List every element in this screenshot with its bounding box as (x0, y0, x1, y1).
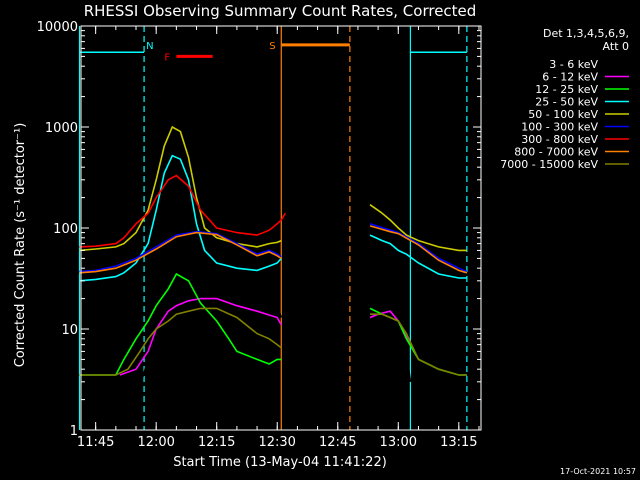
y-tick-label-3: 1000 (45, 121, 78, 136)
series-line-7-seg-0 (79, 231, 282, 274)
series-line-7-seg-1 (369, 225, 468, 274)
y-tick-label-1: 10 (61, 323, 78, 338)
series-line-1-seg-0 (119, 297, 282, 376)
x-tick-label-6: 13:15 (440, 435, 477, 450)
series-line-8-seg-0 (79, 307, 282, 376)
night-label: N (146, 41, 153, 52)
flare-label: F (164, 52, 170, 63)
legend-label-5: 100 - 300 keV (521, 121, 598, 134)
x-tick-label-5: 13:00 (380, 435, 417, 450)
legend-label-2: 12 - 25 keV (535, 83, 598, 96)
x-tick-label-3: 12:30 (258, 435, 295, 450)
plot-area: NF S 11:45 12:00 12:15 12:30 12:45 13:00 13:15 1 1… (37, 20, 482, 450)
series-line-3-seg-1 (369, 234, 467, 279)
legend-label-0: 3 - 6 keV (549, 58, 598, 71)
legend-label-7: 800 - 7000 keV (514, 146, 598, 159)
footer-date: 17-Oct-2021 10:57 (560, 467, 636, 476)
legend-label-1: 6 - 12 keV (542, 71, 598, 84)
series-line-4-seg-1 (369, 204, 467, 252)
series-line-3-seg-0 (79, 154, 282, 282)
legend-header-line-1: Det 1,3,4,5,6,9, (543, 27, 629, 40)
x-tick-label-2: 12:15 (198, 435, 235, 450)
legend-header-line-2: Att 0 (603, 40, 629, 53)
x-tick-label-1: 12:00 (137, 435, 174, 450)
series-line-6-seg-0 (79, 174, 286, 248)
series-line-8-seg-1 (370, 313, 467, 376)
legend-label-6: 300 - 800 keV (521, 133, 598, 146)
legend-label-4: 50 - 100 keV (528, 108, 598, 121)
series-line-5-seg-1 (369, 223, 468, 273)
x-axis-label: Start Time (13-May-04 11:41:22) (173, 455, 387, 470)
y-axis-label: Corrected Count Rate (s⁻¹ detector⁻¹) (13, 123, 28, 368)
legend-label-8: 7000 - 15000 keV (500, 158, 598, 171)
y-tick-label-4: 10000 (37, 20, 78, 35)
series-line-4-seg-0 (79, 125, 282, 252)
legend-label-3: 25 - 50 keV (535, 96, 598, 109)
series-line-0-seg-0 (119, 286, 283, 431)
y-tick-label-2: 100 (53, 222, 78, 237)
chart-title: RHESSI Observing Summary Count Rates, Co… (84, 2, 477, 20)
saa-label: S (269, 41, 275, 52)
series-line-5-seg-0 (79, 230, 282, 273)
x-tick-label-4: 12:45 (319, 435, 356, 450)
x-tick-label-0: 11:45 (77, 435, 114, 450)
y-tick-label-0: 1 (70, 424, 78, 439)
series-line-2-seg-0 (79, 272, 282, 376)
